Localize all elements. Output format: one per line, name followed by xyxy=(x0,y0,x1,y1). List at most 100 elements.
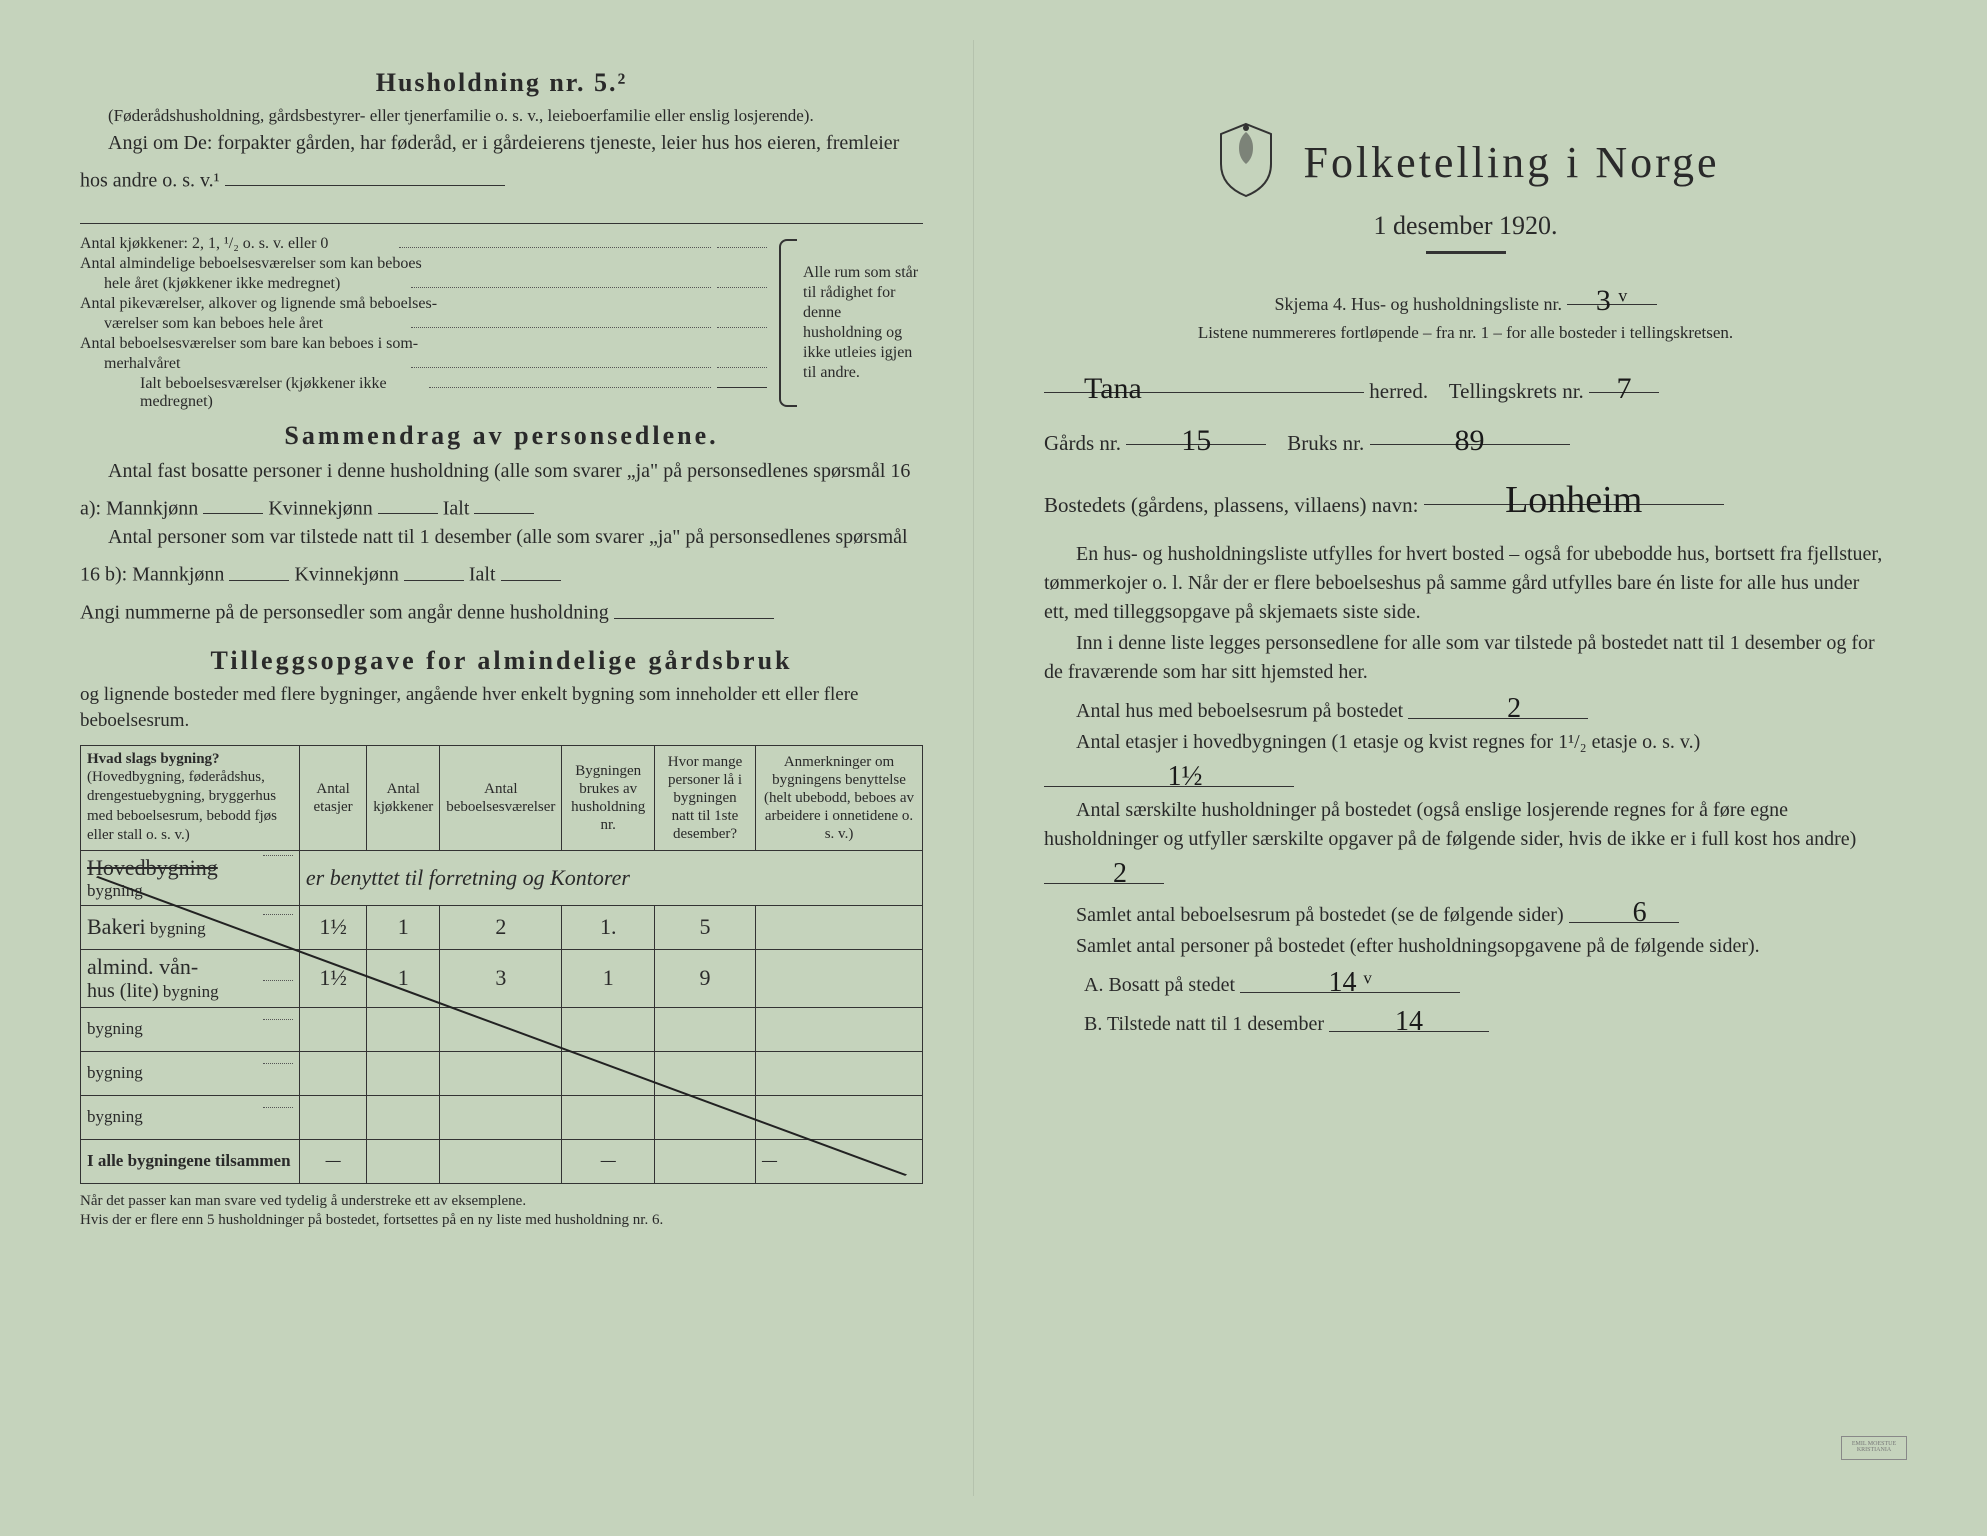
rooms-r3-val[interactable] xyxy=(717,327,767,328)
building-cell-etasjer[interactable] xyxy=(299,1095,366,1139)
th-3: Antal kjøkkener xyxy=(367,745,440,850)
q4-label: Samlet antal beboelsesrum på bostedet (s… xyxy=(1076,904,1564,926)
th-1-sub: (Hovedbygning, føderådshus, drengestueby… xyxy=(87,769,277,844)
left-page: Husholdning nr. 5.² (Føderådshusholdning… xyxy=(30,40,974,1496)
rooms-r4a: Antal beboelsesværelser som bare kan beb… xyxy=(80,335,767,353)
liste-nr-value[interactable]: 3 ᵛ xyxy=(1567,272,1657,305)
building-cell-hush[interactable] xyxy=(562,1007,655,1051)
building-name-cell[interactable]: bygning xyxy=(81,1095,300,1139)
th-6: Hvor mange personer lå i bygningen natt … xyxy=(655,745,756,850)
para2: Inn i denne liste legges personsedlene f… xyxy=(1044,629,1887,687)
building-name-cell[interactable]: bygning xyxy=(81,1051,300,1095)
building-cell-anm[interactable] xyxy=(756,905,923,949)
building-cell-pers[interactable] xyxy=(655,1095,756,1139)
rooms-r2b: hele året (kjøkkener ikke medregnet) xyxy=(80,275,405,293)
krets-value[interactable]: 7 xyxy=(1589,360,1659,393)
q3-value[interactable]: 2 xyxy=(1044,854,1164,885)
bruks-value[interactable]: 89 xyxy=(1370,412,1570,445)
bosted-label: Bostedets (gårdens, plassens, villaens) … xyxy=(1044,493,1418,517)
building-name-cell[interactable]: Bakeri bygning xyxy=(81,905,300,949)
building-cell-vaerelser[interactable] xyxy=(440,1051,562,1095)
building-cell-kjokken[interactable]: 1 xyxy=(367,905,440,949)
table-row: bygning xyxy=(81,1007,923,1051)
building-cell-hush[interactable]: 1 xyxy=(562,949,655,1007)
building-cell-etasjer[interactable] xyxy=(299,1051,366,1095)
building-name-cell[interactable]: Hovedbygning bygning xyxy=(81,850,300,905)
building-name-cell[interactable]: almind. vån-hus (lite) bygning xyxy=(81,949,300,1007)
rooms-r1: Antal kjøkkener: 2, 1, ¹/₂ o. s. v. elle… xyxy=(80,235,393,253)
q5a-value[interactable]: 14 ᵛ xyxy=(1240,963,1460,994)
building-cell-pers[interactable] xyxy=(655,1007,756,1051)
rooms-r5-val[interactable] xyxy=(717,387,767,388)
summary-kvinne-2[interactable] xyxy=(404,552,464,581)
building-cell-hush[interactable] xyxy=(562,1095,655,1139)
herred-value[interactable]: Tana xyxy=(1044,360,1364,393)
gards-label: Gårds nr. xyxy=(1044,431,1121,455)
summary-p3: Angi nummerne på de personsedler som ang… xyxy=(80,590,923,628)
total-5 xyxy=(655,1139,756,1183)
building-cell-vaerelser[interactable]: 3 xyxy=(440,949,562,1007)
building-cell-pers[interactable]: 9 xyxy=(655,949,756,1007)
rooms-r3b: værelser som kan beboes hele året xyxy=(80,315,405,333)
building-cell-hush[interactable] xyxy=(562,1051,655,1095)
summary-mann-1[interactable] xyxy=(203,486,263,515)
building-cell-kjokken[interactable] xyxy=(367,1007,440,1051)
building-cell-pers[interactable]: 5 xyxy=(655,905,756,949)
tillegg-heading: Tilleggsopgave for almindelige gårdsbruk xyxy=(80,646,923,676)
building-cell-kjokken[interactable]: 1 xyxy=(367,949,440,1007)
skjema-label: Skjema 4. Hus- og husholdningsliste nr. xyxy=(1275,294,1563,314)
main-title: Folketelling i Norge xyxy=(1303,137,1719,188)
q5-intro: Samlet antal personer på bostedet (efter… xyxy=(1044,932,1887,961)
rooms-r4-val[interactable] xyxy=(717,367,767,368)
total-label: I alle bygningene tilsammen xyxy=(81,1139,300,1183)
household-fill-1[interactable] xyxy=(225,158,505,187)
rooms-block: Antal kjøkkener: 2, 1, ¹/₂ o. s. v. elle… xyxy=(80,233,923,413)
summary-p3-text: Angi nummerne på de personsedler som ang… xyxy=(80,602,609,624)
rooms-r2-val[interactable] xyxy=(717,287,767,288)
rooms-r1-val[interactable] xyxy=(717,247,767,248)
q4: Samlet antal beboelsesrum på bostedet (s… xyxy=(1044,893,1887,930)
summary-heading: Sammendrag av personsedlene. xyxy=(80,421,923,451)
building-cell-vaerelser[interactable] xyxy=(440,1007,562,1051)
building-cell-vaerelser[interactable]: 2 xyxy=(440,905,562,949)
building-cell-vaerelser[interactable] xyxy=(440,1095,562,1139)
building-cell-etasjer[interactable]: 1½ xyxy=(299,949,366,1007)
summary-ialt-2[interactable] xyxy=(501,552,561,581)
table-row: bygning xyxy=(81,1095,923,1139)
tillegg-sub: og lignende bosteder med flere bygninger… xyxy=(80,682,923,735)
title-row: Folketelling i Norge xyxy=(1044,120,1887,205)
printer-stamp: EMIL MOESTUEKRISTIANIA xyxy=(1841,1436,1907,1460)
building-name-cell[interactable]: bygning xyxy=(81,1007,300,1051)
summary-p1: Antal fast bosatte personer i denne hush… xyxy=(80,457,923,524)
th-5: Bygningen brukes av husholdning nr. xyxy=(562,745,655,850)
document-spread: Husholdning nr. 5.² (Føderådshusholdning… xyxy=(0,0,1987,1536)
building-cell-kjokken[interactable] xyxy=(367,1095,440,1139)
summary-p3-fill[interactable] xyxy=(614,590,774,619)
bosted-value[interactable]: Lonheim xyxy=(1424,464,1724,506)
list-note: Listene nummereres fortløpende – fra nr.… xyxy=(1044,321,1887,346)
q4-value[interactable]: 6 xyxy=(1569,893,1679,924)
building-cell-anm[interactable] xyxy=(756,1051,923,1095)
gards-value[interactable]: 15 xyxy=(1126,412,1266,445)
building-cell-pers[interactable] xyxy=(655,1051,756,1095)
summary-mann-2[interactable] xyxy=(229,552,289,581)
q5b-value[interactable]: 14 xyxy=(1329,1002,1489,1033)
herred-label: herred. xyxy=(1369,379,1428,403)
building-cell-anm[interactable] xyxy=(756,1095,923,1139)
building-cell-anm[interactable] xyxy=(756,1007,923,1051)
building-cell-etasjer[interactable] xyxy=(299,1007,366,1051)
building-note-cell: er benyttet til forretning og Kontorer xyxy=(299,850,922,905)
building-cell-hush[interactable]: 1. xyxy=(562,905,655,949)
total-dash-3: — xyxy=(756,1139,923,1183)
q2-value[interactable]: 1½ xyxy=(1044,757,1294,788)
rooms-r3a: Antal pikeværelser, alkover og lignende … xyxy=(80,295,767,313)
summary-kvinne-1[interactable] xyxy=(378,486,438,515)
building-cell-kjokken[interactable] xyxy=(367,1051,440,1095)
household-fill-2[interactable] xyxy=(80,195,923,224)
building-cell-anm[interactable] xyxy=(756,949,923,1007)
q1: Antal hus med beboelsesrum på bostedet 2 xyxy=(1044,689,1887,726)
q1-value[interactable]: 2 xyxy=(1408,689,1588,720)
summary-ialt-1[interactable] xyxy=(474,486,534,515)
q2-label: Antal etasjer i hovedbygningen (1 etasje… xyxy=(1076,731,1700,753)
building-cell-etasjer[interactable]: 1½ xyxy=(299,905,366,949)
